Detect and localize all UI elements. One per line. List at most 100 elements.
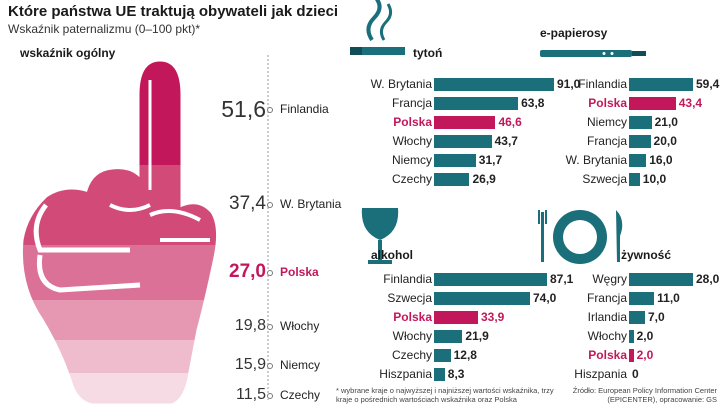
bar [629,349,634,362]
bar [629,154,647,167]
panel-title: żywność [621,248,672,262]
overall-tick-mark [267,393,273,399]
overall-tick-mark [267,270,273,276]
bar [434,97,519,110]
bar-category-label: Polska [393,310,432,324]
bar-value-label: 46,6 [498,115,522,129]
bar-category-label: Włochy [587,329,627,343]
bar-value-label: 7,0 [648,310,665,324]
overall-value-label: 15,9 [234,356,266,374]
bar-value-label: 74,0 [533,291,557,305]
bar-category-label: Francja [391,96,432,110]
bar-category-label: W. Brytania [565,153,627,167]
bar [434,78,554,91]
overall-tick-mark [267,107,273,113]
bar-value-label: 91,0 [557,77,581,91]
overall-country-label: W. Brytania [280,197,342,211]
bar [629,330,634,343]
bar [629,97,676,110]
bar-value-label: 20,0 [653,134,677,148]
bar-value-label: 16,0 [649,153,673,167]
footnote: * wybrane kraje o najwyższej i najniższe… [336,386,554,404]
bar-category-label: Niemcy [586,115,627,129]
bar-value-label: 10,0 [642,172,667,186]
bar-value-label: 63,8 [521,96,545,110]
bar-category-label: Hiszpania [574,367,627,381]
chart-title: Które państwa UE traktują obywateli jak … [8,3,339,20]
bar-category-label: Finlandia [383,272,432,286]
bar-category-label: Francja [586,134,627,148]
bar-category-label: Włochy [392,329,432,343]
wine-glass-icon [361,208,399,264]
bar [434,368,445,381]
overall-index-label: wskaźnik ogólny [20,46,116,60]
bar-value-label: 12,8 [453,348,477,362]
overall-tick-mark [267,202,273,208]
bar [434,173,470,186]
bar-value-label: 21,0 [654,115,678,129]
bar [629,311,645,324]
bar-value-label: 28,0 [696,272,720,286]
overall-country-label: Włochy [280,319,320,333]
bar-category-label: Polska [393,115,432,129]
bar-category-label: Węgry [592,272,627,286]
bar [434,273,547,286]
bar-value-label: 26,9 [472,172,496,186]
bar [629,116,652,129]
bar-category-label: Szwecja [582,172,627,186]
overall-tick-mark [267,363,273,369]
overall-tick-mark [267,324,273,330]
bar [434,349,451,362]
bar-value-label: 33,9 [480,310,505,324]
source-note: Źródło: European Policy Information Cent… [572,386,717,404]
bar-category-label: Czechy [391,348,432,362]
bar-value-label: 0 [632,367,639,381]
bar-value-label: 31,7 [478,153,503,167]
bar-category-label: Szwecja [387,291,432,305]
bar-value-label: 21,9 [465,329,489,343]
bar-value-label: 2,0 [636,348,654,362]
bar [434,135,492,148]
bar-value-label: 43,7 [494,134,518,148]
bar-category-label: Niemcy [391,153,432,167]
bar-category-label: Francja [586,291,627,305]
bar [629,135,651,148]
bar [629,173,640,186]
bar [434,292,530,305]
overall-value-label: 19,8 [234,317,266,335]
overall-value-label: 27,0 [229,261,266,283]
chart-subtitle: Wskaźnik paternalizmu (0–100 pkt)* [8,22,201,36]
bar [629,292,655,305]
cigarette-icon [350,0,405,55]
bar-category-label: W. Brytania [370,77,432,91]
bar-value-label: 8,3 [447,367,465,381]
overall-value-label: 51,6 [221,95,266,122]
bar [629,273,693,286]
overall-value-label: 37,4 [229,193,266,215]
bar [434,311,478,324]
bar-category-label: Finlandia [578,77,627,91]
bar-value-label: 11,0 [657,291,680,305]
overall-country-label: Niemcy [280,358,321,372]
bar-category-label: Hiszpania [379,367,432,381]
e-cigarette-icon [540,50,646,57]
bar-category-label: Polska [588,96,627,110]
bar-category-label: Czechy [391,172,432,186]
overall-value-label: 11,5 [236,386,266,404]
overall-country-label: Polska [280,265,319,279]
bar [434,154,476,167]
bar [629,78,693,91]
overall-country-label: Finlandia [280,102,329,116]
bar-category-label: Polska [588,348,627,362]
bar [434,116,496,129]
bar [434,330,463,343]
bar-value-label: 59,4 [696,77,720,91]
bar-value-label: 87,1 [550,272,574,286]
bar-category-label: Włochy [392,134,432,148]
panel-title: alkohol [371,248,414,262]
bar-value-label: 43,4 [678,96,703,110]
overall-country-label: Czechy [280,388,321,402]
plate-cutlery-icon [538,210,623,264]
panel-title: e-papierosy [540,26,608,40]
